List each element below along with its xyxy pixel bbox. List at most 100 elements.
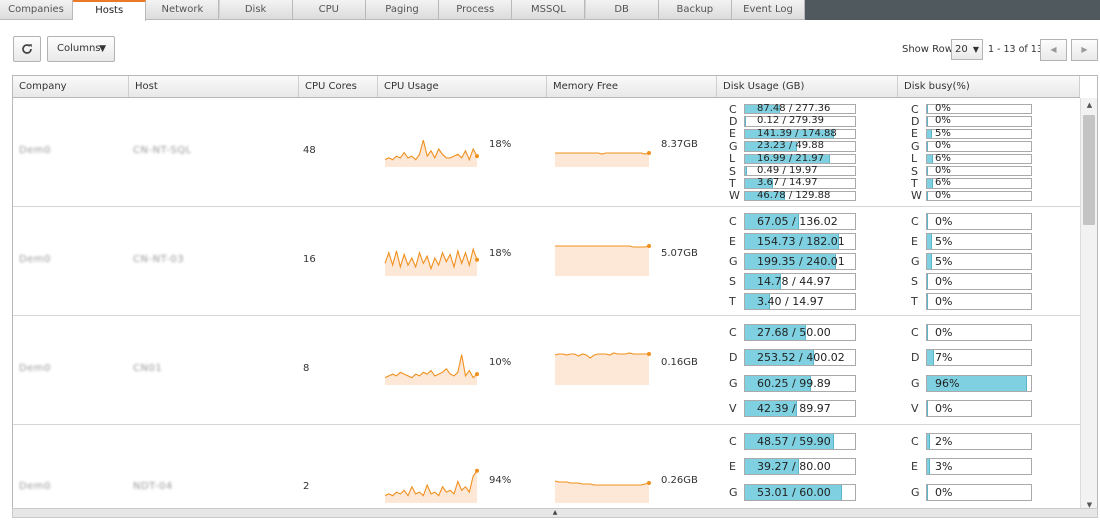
disk-usage-item: C 87.48 / 277.36 bbox=[729, 103, 859, 116]
disk-total-value: 49.88 bbox=[795, 140, 825, 152]
scrollbar-thumb[interactable] bbox=[1083, 115, 1095, 225]
disk-usage-item: V 42.39 / 89.97 bbox=[729, 396, 859, 421]
column-header-disk-busy[interactable]: Disk busy(%) bbox=[898, 76, 1080, 97]
disk-used-value: 39.27 bbox=[757, 460, 789, 474]
tab-companies[interactable]: Companies bbox=[0, 0, 73, 20]
disk-usage-text: 199.35 / 240.01 bbox=[757, 254, 845, 269]
disk-usage-item: G 199.35 / 240.01 bbox=[729, 251, 859, 271]
memory-free-sparkline bbox=[554, 480, 651, 503]
collapse-bar[interactable]: ▲ bbox=[12, 508, 1098, 518]
disk-busy-item: L 6% bbox=[911, 152, 1041, 165]
disk-letter: S bbox=[729, 275, 736, 289]
previous-page-button[interactable]: ◀ bbox=[1040, 39, 1067, 61]
cpu-usage-percent: 18% bbox=[489, 248, 512, 259]
rows-per-page-select[interactable]: 20 ▼ bbox=[951, 39, 983, 60]
tab-network[interactable]: Network bbox=[146, 0, 220, 20]
disk-total-value: 277.36 bbox=[795, 103, 831, 114]
column-header-company[interactable]: Company bbox=[13, 76, 129, 97]
column-header-cpu-cores[interactable]: CPU Cores bbox=[299, 76, 378, 97]
disk-busy-bar: 5% bbox=[926, 232, 1032, 250]
disk-usage-text: 46.78 / 129.88 bbox=[757, 189, 830, 201]
disk-busy-bar: 0% bbox=[926, 140, 1032, 152]
disk-busy-bar-fill bbox=[927, 325, 928, 341]
disk-letter: T bbox=[729, 295, 736, 309]
cpu-usage-sparkline-line bbox=[384, 470, 478, 497]
disk-usage-text: 141.39 / 174.88 bbox=[757, 128, 837, 138]
disk-busy-item: T 0% bbox=[911, 292, 1041, 312]
disk-busy-bar-fill bbox=[927, 213, 928, 229]
disk-total-value: 240.01 bbox=[806, 254, 845, 268]
table-row[interactable]: Dem0 CN01 8 10% 0.16GB C 27.68 / 50.00 D 253.52 … bbox=[13, 316, 1080, 425]
tab-backup[interactable]: Backup bbox=[658, 0, 732, 20]
chevron-up-icon: ▲ bbox=[552, 509, 558, 516]
tab-process[interactable]: Process bbox=[439, 0, 513, 20]
disk-busy-item: S 0% bbox=[911, 272, 1041, 292]
disk-usage-bar: 27.68 / 50.00 bbox=[744, 324, 856, 342]
disk-letter: C bbox=[729, 214, 737, 228]
disk-total-value: 182.01 bbox=[806, 234, 845, 248]
disk-used-value: 87.48 bbox=[757, 103, 786, 114]
memory-free-sparkline-last-point bbox=[647, 352, 651, 356]
disk-usage-bar-fill bbox=[745, 274, 782, 290]
tab-disk[interactable]: Disk bbox=[219, 0, 293, 20]
disk-busy-value: 0% bbox=[935, 295, 953, 309]
memory-free-sparkline-line bbox=[554, 352, 649, 359]
next-page-button[interactable]: ▶ bbox=[1071, 39, 1098, 61]
scroll-up-icon[interactable]: ▲ bbox=[1086, 101, 1093, 109]
disk-used-value: 53.01 bbox=[757, 485, 789, 499]
table-row[interactable]: Dem0 CN-NT-SQL 48 18% 8.37GB C 87.48 / 277.36 D… bbox=[13, 98, 1080, 207]
disk-busy-item: C 0% bbox=[911, 320, 1041, 345]
disk-letter: E bbox=[729, 234, 736, 248]
column-header-disk-usage[interactable]: Disk Usage (GB) bbox=[717, 76, 898, 97]
tab-bar-filler bbox=[805, 0, 1100, 20]
disk-usage-separator: / bbox=[779, 177, 789, 189]
disk-busy-bar: 6% bbox=[926, 178, 1032, 189]
tab-cpu[interactable]: CPU bbox=[292, 0, 366, 20]
disk-usage-item: C 27.68 / 50.00 bbox=[729, 320, 859, 345]
disk-letter: D bbox=[911, 351, 920, 365]
column-header-host[interactable]: Host bbox=[129, 76, 299, 97]
disk-usage-separator: / bbox=[785, 189, 796, 201]
disk-usage-item: E 141.39 / 174.88 bbox=[729, 127, 859, 140]
disk-usage-bar: 48.57 / 59.90 bbox=[744, 433, 856, 451]
host-cell: CN-NT-03 bbox=[133, 254, 185, 265]
disk-letter: D bbox=[911, 115, 920, 129]
disk-letter: L bbox=[729, 152, 736, 166]
disk-usage-separator: / bbox=[788, 275, 800, 289]
disk-busy-bar: 0% bbox=[926, 273, 1032, 291]
disk-busy-item: G 96% bbox=[911, 371, 1041, 396]
table-row[interactable]: Dem0 CN-NT-03 16 18% 5.07GB C 67.05 / 136.02 E 1… bbox=[13, 207, 1080, 316]
disk-busy-bar-fill bbox=[927, 129, 933, 139]
tab-db[interactable]: DB bbox=[585, 0, 659, 20]
disk-busy-item: E 5% bbox=[911, 231, 1041, 251]
disk-usage-separator: / bbox=[788, 435, 800, 449]
tab-hosts[interactable]: Hosts bbox=[73, 0, 147, 21]
disk-letter: D bbox=[729, 351, 738, 365]
cpu-usage-sparkline-line bbox=[384, 139, 478, 162]
cpu-usage-sparkline bbox=[384, 139, 479, 167]
disk-usage-item: S 0.49 / 19.97 bbox=[729, 165, 859, 178]
tab-mssql[interactable]: MSSQL bbox=[512, 0, 586, 20]
column-header-cpu-usage[interactable]: CPU Usage bbox=[378, 76, 547, 97]
column-header-memory-free[interactable]: Memory Free bbox=[547, 76, 717, 97]
cpu-usage-sparkline-line bbox=[384, 354, 478, 379]
disk-total-value: 60.00 bbox=[799, 485, 831, 499]
disk-usage-text: 14.78 / 44.97 bbox=[757, 274, 831, 289]
arrow-left-icon: ◀ bbox=[1050, 45, 1057, 54]
tab-paging[interactable]: Paging bbox=[366, 0, 439, 20]
vertical-scrollbar[interactable]: ▲ ▼ bbox=[1080, 98, 1097, 512]
disk-total-value: 89.97 bbox=[799, 401, 831, 415]
disk-usage-separator: / bbox=[788, 214, 800, 228]
disk-usage-separator: / bbox=[788, 460, 800, 474]
table-row[interactable]: Dem0 NDT-04 2 94% 0.26GB C 48.57 / 59.90 E 39.27… bbox=[13, 425, 1080, 512]
memory-free-sparkline bbox=[554, 352, 651, 385]
columns-dropdown[interactable]: Columns ▼ bbox=[47, 36, 115, 62]
disk-usage-item: D 253.52 / 400.02 bbox=[729, 345, 859, 370]
scroll-down-icon[interactable]: ▼ bbox=[1086, 501, 1093, 509]
refresh-button[interactable] bbox=[13, 36, 41, 62]
tab-event-log[interactable]: Event Log bbox=[732, 0, 805, 20]
disk-busy-bar: 96% bbox=[926, 374, 1032, 392]
disk-usage-text: 42.39 / 89.97 bbox=[757, 401, 831, 416]
disk-busy-value: 6% bbox=[935, 152, 951, 164]
disk-letter: W bbox=[729, 189, 740, 203]
